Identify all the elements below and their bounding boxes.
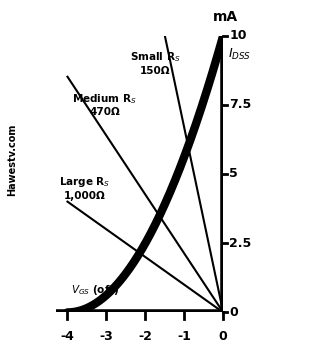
Text: -2: -2 — [138, 330, 152, 343]
Text: 10: 10 — [229, 29, 247, 42]
Text: 7.5: 7.5 — [229, 98, 252, 111]
Text: Medium R$_S$
470Ω: Medium R$_S$ 470Ω — [72, 92, 137, 118]
Text: $V_{GS}$ (off): $V_{GS}$ (off) — [71, 283, 119, 297]
Text: Small R$_S$
150Ω: Small R$_S$ 150Ω — [130, 50, 180, 76]
Text: 5: 5 — [229, 168, 238, 180]
Text: $I_{DSS}$: $I_{DSS}$ — [228, 47, 251, 62]
Text: Large R$_S$
1,000Ω: Large R$_S$ 1,000Ω — [59, 175, 111, 201]
Text: -1: -1 — [177, 330, 191, 343]
Text: 2.5: 2.5 — [229, 237, 252, 250]
Text: -4: -4 — [60, 330, 74, 343]
Text: Hawestv.com: Hawestv.com — [7, 124, 17, 196]
Text: 0: 0 — [229, 306, 238, 319]
Text: -3: -3 — [100, 330, 113, 343]
Text: 0: 0 — [219, 330, 228, 343]
Text: mA: mA — [213, 10, 238, 24]
